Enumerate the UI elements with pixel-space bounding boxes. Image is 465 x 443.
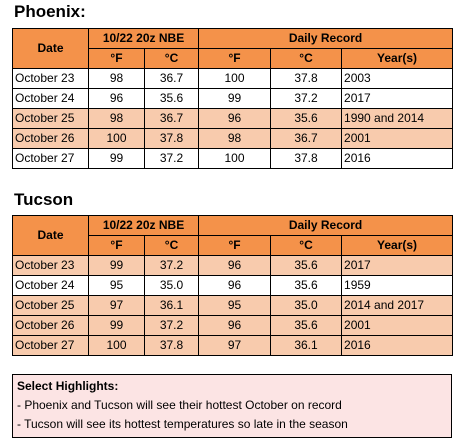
table-cell: 35.6 xyxy=(270,315,343,336)
data-row: October 27 100 37.8 97 36.1 2016 xyxy=(12,335,454,356)
table-cell: 99 xyxy=(198,88,272,109)
table-cell: 100 xyxy=(198,68,272,89)
table-cell: 36.1 xyxy=(143,295,200,316)
data-row: October 23 98 36.7 100 37.8 2003 xyxy=(12,68,454,89)
table-cell: 36.1 xyxy=(270,335,343,356)
table-cell: 97 xyxy=(198,335,272,356)
table-cell: October 25 xyxy=(12,295,89,316)
header-cell: °C xyxy=(143,235,200,256)
data-table: Date 10/22 20z NBE Daily Record °F °C °F °C Yea… xyxy=(12,215,454,356)
section-title: Phoenix: xyxy=(14,2,86,21)
table-cell: October 25 xyxy=(12,108,89,129)
section-title: Tucson xyxy=(14,190,74,209)
header-cell: °F xyxy=(198,48,272,69)
table-cell: 98 xyxy=(198,128,272,149)
header-cell: 10/22 20z NBE xyxy=(87,215,200,236)
highlights-box: Select Highlights: - Phoenix and Tucson … xyxy=(12,374,452,438)
table-cell: 37.8 xyxy=(143,128,200,149)
table-cell: 36.7 xyxy=(143,108,200,129)
table-cell: October 23 xyxy=(12,68,89,89)
highlights-title: Select Highlights: xyxy=(17,379,119,393)
header-cell: °C xyxy=(143,48,200,69)
table-cell: 37.8 xyxy=(270,148,343,169)
header-row: °F °C °F °C Year(s) xyxy=(13,48,454,69)
data-row: October 23 99 37.2 96 35.6 2017 xyxy=(12,255,454,276)
table-cell: 35.0 xyxy=(143,275,200,296)
table-cell: 95 xyxy=(198,295,272,316)
header-cell: °C xyxy=(270,235,343,256)
table-cell: 2001 xyxy=(341,128,454,149)
header-row: °F °C °F °C Year(s) xyxy=(13,235,454,256)
header-cell: °C xyxy=(270,48,343,69)
table-cell: 1990 and 2014 xyxy=(341,108,454,129)
table-cell: 35.6 xyxy=(143,88,200,109)
table-cell: 95 xyxy=(88,275,145,296)
table-cell: 35.6 xyxy=(270,255,343,276)
table-cell: October 26 xyxy=(12,128,89,149)
table-cell: 2017 xyxy=(341,88,454,109)
table-cell: 96 xyxy=(88,88,145,109)
table-cell: October 27 xyxy=(12,335,89,356)
table-cell: 37.2 xyxy=(270,88,343,109)
header-cell: Date xyxy=(12,28,89,69)
table-cell: 98 xyxy=(88,68,145,89)
table-cell: 100 xyxy=(88,128,145,149)
highlight-item: - Phoenix and Tucson will see their hott… xyxy=(17,398,342,412)
table-cell: October 26 xyxy=(12,315,89,336)
table-cell: 35.0 xyxy=(270,295,343,316)
header-cell: Year(s) xyxy=(341,235,454,256)
table-cell: 35.6 xyxy=(270,108,343,129)
table-cell: 99 xyxy=(88,315,145,336)
header-row: Date 10/22 20z NBE Daily Record xyxy=(12,28,454,69)
table-cell: 96 xyxy=(198,315,272,336)
table-cell: 100 xyxy=(88,335,145,356)
table-cell: 97 xyxy=(88,295,145,316)
table-cell: 36.7 xyxy=(270,128,343,149)
table-cell: 2003 xyxy=(341,68,454,89)
header-cell: °F xyxy=(88,48,145,69)
table-cell: 2017 xyxy=(341,255,454,276)
table-cell: 2016 xyxy=(341,148,454,169)
header-cell: Daily Record xyxy=(198,28,454,49)
data-row: October 27 99 37.2 100 37.8 2016 xyxy=(12,148,454,169)
table-cell: October 24 xyxy=(12,275,89,296)
table-cell: October 27 xyxy=(12,148,89,169)
data-row: October 24 95 35.0 96 35.6 1959 xyxy=(12,275,454,296)
table-cell: 2001 xyxy=(341,315,454,336)
table-cell: 37.2 xyxy=(143,315,200,336)
data-row: October 25 98 36.7 96 35.6 1990 and 2014 xyxy=(12,108,454,129)
table-cell: 37.2 xyxy=(143,255,200,276)
data-row: October 25 97 36.1 95 35.0 2014 and 2017 xyxy=(12,295,454,316)
header-cell: Date xyxy=(12,215,89,256)
table-cell: October 24 xyxy=(12,88,89,109)
header-cell: Year(s) xyxy=(341,48,454,69)
table-cell: 37.8 xyxy=(270,68,343,89)
header-cell: °F xyxy=(88,235,145,256)
table-cell: October 23 xyxy=(12,255,89,276)
table-cell: 37.8 xyxy=(143,335,200,356)
table-cell: 1959 xyxy=(341,275,454,296)
data-row: October 26 100 37.8 98 36.7 2001 xyxy=(12,128,454,149)
table-cell: 96 xyxy=(198,275,272,296)
header-cell: 10/22 20z NBE xyxy=(87,28,200,49)
header-row: Date 10/22 20z NBE Daily Record xyxy=(12,215,454,256)
table-cell: 96 xyxy=(198,108,272,129)
table-cell: 98 xyxy=(88,108,145,129)
table-cell: 37.2 xyxy=(143,148,200,169)
table-cell: 96 xyxy=(198,255,272,276)
table-cell: 36.7 xyxy=(143,68,200,89)
data-row: October 26 99 37.2 96 35.6 2001 xyxy=(12,315,454,336)
data-table: Date 10/22 20z NBE Daily Record °F °C °F °C Yea… xyxy=(12,28,454,169)
table-cell: 100 xyxy=(198,148,272,169)
data-row: October 24 96 35.6 99 37.2 2017 xyxy=(12,88,454,109)
header-cell: °F xyxy=(198,235,272,256)
table-cell: 99 xyxy=(88,255,145,276)
table-cell: 2014 and 2017 xyxy=(341,295,454,316)
highlight-item: - Tucson will see its hottest temperatur… xyxy=(17,417,348,431)
table-cell: 99 xyxy=(88,148,145,169)
table-cell: 2016 xyxy=(341,335,454,356)
table-cell: 35.6 xyxy=(270,275,343,296)
header-cell: Daily Record xyxy=(198,215,454,236)
